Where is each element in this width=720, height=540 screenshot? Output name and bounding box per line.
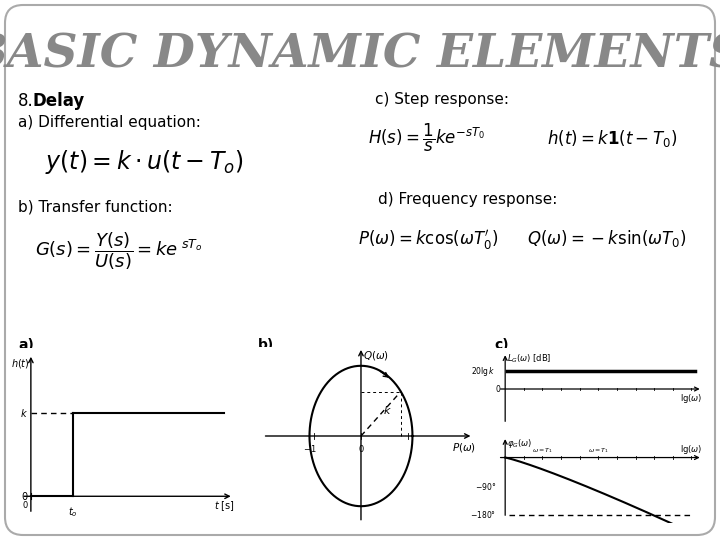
- Text: $\lg(\omega)$: $\lg(\omega)$: [680, 443, 703, 456]
- Text: $k$: $k$: [20, 407, 28, 419]
- Text: $P(\omega)$: $P(\omega)$: [451, 441, 476, 454]
- Text: $Q(\omega)$: $Q(\omega)$: [364, 349, 390, 362]
- Text: b): b): [258, 338, 274, 352]
- Text: $Q(\omega) = -k\sin(\omega T_0)$: $Q(\omega) = -k\sin(\omega T_0)$: [527, 228, 687, 249]
- Text: $t$ [s]: $t$ [s]: [215, 500, 235, 513]
- Text: 8.: 8.: [18, 92, 34, 110]
- Text: $20\lg k$: $20\lg k$: [472, 365, 496, 378]
- Text: $\lg(\omega)$: $\lg(\omega)$: [680, 392, 703, 405]
- Text: $h(t)$: $h(t)$: [11, 357, 30, 370]
- Text: $\varphi_G(\omega)$: $\varphi_G(\omega)$: [507, 437, 532, 450]
- Text: a) Differential equation:: a) Differential equation:: [18, 115, 201, 130]
- Text: $0$: $0$: [21, 490, 28, 502]
- Text: $y(t) = k \cdot u(t - T_o)$: $y(t) = k \cdot u(t - T_o)$: [45, 148, 243, 176]
- Text: BASIC DYNAMIC ELEMENTS: BASIC DYNAMIC ELEMENTS: [0, 32, 720, 78]
- Text: a): a): [18, 338, 34, 352]
- Text: $-180°$: $-180°$: [469, 509, 496, 521]
- Text: $-90°$: $-90°$: [474, 481, 496, 492]
- Text: $k$: $k$: [383, 404, 392, 416]
- Text: $\omega=T_1$: $\omega=T_1$: [588, 446, 609, 455]
- Text: $t_o$: $t_o$: [68, 505, 78, 519]
- Text: $L_G(\omega)$ [dB]: $L_G(\omega)$ [dB]: [507, 353, 552, 365]
- Text: $P(\omega) = k\cos(\omega T_0')$: $P(\omega) = k\cos(\omega T_0')$: [358, 228, 498, 252]
- FancyBboxPatch shape: [5, 5, 715, 535]
- Text: d) Frequency response:: d) Frequency response:: [378, 192, 557, 207]
- Text: $0$: $0$: [358, 443, 364, 454]
- Text: c): c): [494, 338, 508, 352]
- Text: $-1$: $-1$: [302, 443, 316, 454]
- Text: $h(t) = k\mathbf{1}(t - T_0)$: $h(t) = k\mathbf{1}(t - T_0)$: [547, 128, 678, 149]
- Text: b) Transfer function:: b) Transfer function:: [18, 200, 173, 215]
- Text: $\omega=T_1$: $\omega=T_1$: [532, 446, 553, 455]
- Text: $0$: $0$: [22, 500, 28, 510]
- Text: $G(s) = \dfrac{Y(s)}{U(s)} = ke^{\;sT_o}$: $G(s) = \dfrac{Y(s)}{U(s)} = ke^{\;sT_o}…: [35, 230, 202, 272]
- Text: Delay: Delay: [32, 92, 84, 110]
- Text: $H(s) = \dfrac{1}{s}ke^{-sT_0}$: $H(s) = \dfrac{1}{s}ke^{-sT_0}$: [368, 122, 485, 154]
- Text: $0$: $0$: [495, 383, 501, 395]
- Text: c) Step response:: c) Step response:: [375, 92, 509, 107]
